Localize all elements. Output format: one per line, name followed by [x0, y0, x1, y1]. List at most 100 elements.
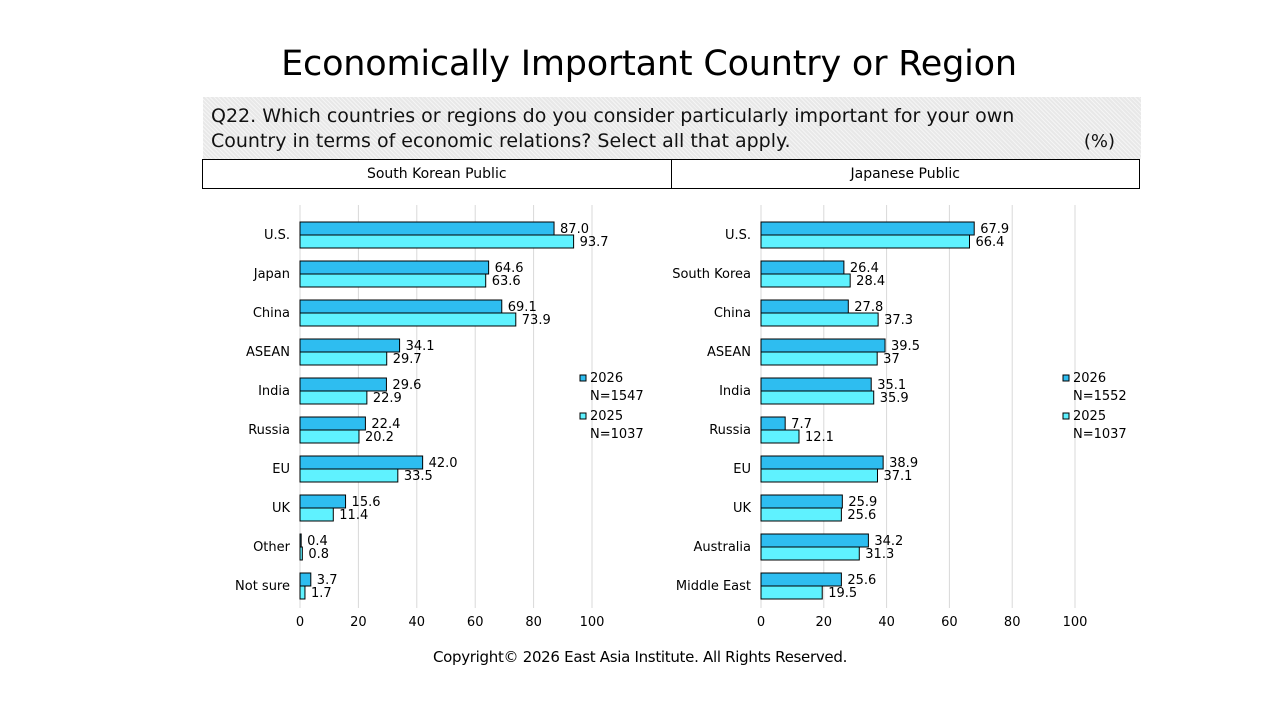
bar-2025-south-korea [760, 273, 851, 288]
legend-label-2025: 2025 [1073, 409, 1106, 424]
value-label-2025-china: 73.9 [522, 313, 551, 328]
page-title: Economically Important Country or Region [281, 44, 1017, 84]
bar-2025-eu [299, 468, 399, 483]
bar-2026-uk [760, 494, 843, 509]
x-tick-40: 40 [878, 615, 895, 630]
category-label-uk: UK [272, 501, 291, 516]
value-label-2025-australia: 31.3 [865, 547, 894, 562]
value-label-2026-u-s: 67.9 [980, 222, 1009, 237]
bar-2026-asean [299, 338, 401, 353]
legend-sample-2026: N=1552 [1073, 389, 1127, 404]
value-label-2026-eu: 42.0 [429, 456, 458, 471]
legend-swatch-2026 [1062, 374, 1070, 382]
bar-2026-other [299, 533, 302, 548]
bar-2025-eu [760, 468, 878, 483]
bar-2026-china [760, 299, 849, 314]
value-label-2025-uk: 11.4 [339, 508, 368, 523]
value-label-2026-eu: 38.9 [889, 456, 918, 471]
category-label-asean: ASEAN [246, 345, 290, 360]
copyright-footer: Copyright© 2026 East Asia Institute. All… [432, 648, 848, 666]
bar-2025-india [299, 390, 368, 405]
bar-2025-uk [760, 507, 842, 522]
value-label-2026-south-korea: 26.4 [850, 261, 879, 276]
value-label-2025-other: 0.8 [308, 547, 329, 562]
bar-2026-russia [299, 416, 366, 431]
value-label-2026-u-s: 87.0 [560, 222, 589, 237]
value-label-2026-china: 69.1 [508, 300, 537, 315]
category-label-u-s: U.S. [725, 228, 751, 243]
value-label-2025-u-s: 66.4 [975, 235, 1004, 250]
bar-2025-uk [299, 507, 334, 522]
category-label-middle-east: Middle East [676, 579, 751, 594]
category-label-uk: UK [733, 501, 752, 516]
value-label-2026-russia: 7.7 [791, 417, 812, 432]
legend-swatch-2025 [579, 412, 587, 420]
value-label-2025-china: 37.3 [884, 313, 913, 328]
category-label-other: Other [253, 540, 291, 555]
bar-2026-eu [299, 455, 424, 470]
column-header-row: South Korean Public Japanese Public [202, 159, 1140, 189]
value-label-2026-russia: 22.4 [371, 417, 400, 432]
bar-2026-south-korea [760, 260, 845, 275]
category-label-not-sure: Not sure [235, 579, 290, 594]
x-tick-20: 20 [350, 615, 367, 630]
value-label-2025-uk: 25.6 [847, 508, 876, 523]
bar-2026-japan [299, 260, 490, 275]
bar-2026-u-s [299, 221, 555, 236]
value-label-2025-asean: 37 [883, 352, 900, 367]
category-label-india: India [258, 384, 290, 399]
legend-swatch-2025 [1062, 412, 1070, 420]
x-tick-0: 0 [757, 615, 765, 630]
category-label-asean: ASEAN [707, 345, 751, 360]
value-label-2025-south-korea: 28.4 [856, 274, 885, 289]
category-label-japan: Japan [253, 267, 290, 282]
x-tick-80: 80 [525, 615, 542, 630]
value-label-2025-middle-east: 19.5 [828, 586, 857, 601]
x-tick-20: 20 [816, 615, 833, 630]
category-label-south-korea: South Korea [672, 267, 751, 282]
bar-2025-other [299, 546, 303, 561]
bar-2025-russia [760, 429, 800, 444]
category-label-russia: Russia [709, 423, 751, 438]
value-label-2026-asean: 39.5 [891, 339, 920, 354]
bar-2025-not-sure [299, 585, 306, 600]
bar-2025-asean [760, 351, 878, 366]
bar-2025-india [760, 390, 875, 405]
legend-label-2026: 2026 [590, 371, 623, 386]
value-label-2025-asean: 29.7 [393, 352, 422, 367]
value-label-2026-india: 35.1 [877, 378, 906, 393]
x-tick-60: 60 [467, 615, 484, 630]
value-label-2026-japan: 64.6 [495, 261, 524, 276]
bar-2026-china [299, 299, 503, 314]
bar-2026-australia [760, 533, 869, 548]
bar-2026-middle-east [760, 572, 842, 587]
value-label-2026-uk: 25.9 [848, 495, 877, 510]
bar-2026-uk [299, 494, 347, 509]
value-label-2025-india: 22.9 [373, 391, 402, 406]
category-label-u-s: U.S. [264, 228, 290, 243]
value-label-2026-uk: 15.6 [352, 495, 381, 510]
value-label-2026-australia: 34.2 [874, 534, 903, 549]
legend-sample-2025: N=1037 [590, 427, 644, 442]
bar-2026-eu [760, 455, 884, 470]
value-label-2025-u-s: 93.7 [580, 235, 609, 250]
category-label-australia: Australia [693, 540, 751, 555]
bar-2025-middle-east [760, 585, 823, 600]
unit-label: (%) [1083, 131, 1115, 152]
value-label-2025-russia: 12.1 [805, 430, 834, 445]
value-label-2025-india: 35.9 [880, 391, 909, 406]
legend-sample-2026: N=1547 [590, 389, 644, 404]
value-label-2026-china: 27.8 [854, 300, 883, 315]
value-label-2026-middle-east: 25.6 [847, 573, 876, 588]
x-tick-40: 40 [409, 615, 426, 630]
legend-swatch-2026 [579, 374, 587, 382]
question-box: Q22. Which countries or regions do you c… [203, 97, 1141, 159]
bar-2025-china [760, 312, 879, 327]
bar-2026-asean [760, 338, 886, 353]
x-tick-100: 100 [580, 615, 605, 630]
header-south-korean-public: South Korean Public [366, 166, 507, 182]
category-label-russia: Russia [248, 423, 290, 438]
x-tick-100: 100 [1063, 615, 1088, 630]
bar-2025-asean [299, 351, 388, 366]
